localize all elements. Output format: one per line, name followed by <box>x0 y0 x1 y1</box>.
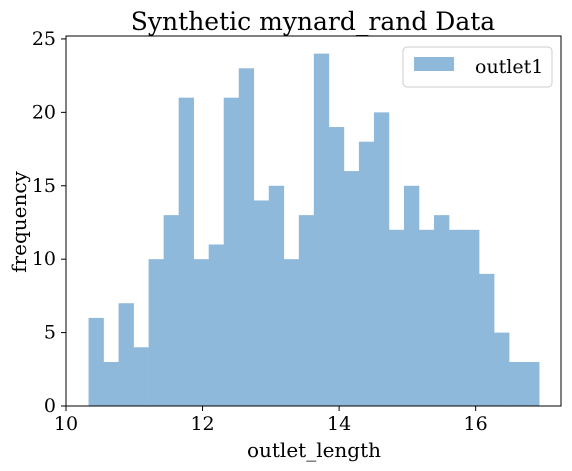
histogram-bar <box>133 347 149 406</box>
histogram-bar <box>178 97 194 407</box>
histogram-bar <box>343 171 360 406</box>
histogram-bar <box>388 229 405 406</box>
legend-label-outlet1: outlet1 <box>475 56 543 78</box>
histogram-bar <box>313 53 330 407</box>
plot-frame <box>65 35 562 407</box>
y-tick-label: 15 <box>32 175 56 197</box>
histogram-bar <box>524 361 540 406</box>
histogram-bar <box>373 112 390 406</box>
histogram-bar <box>103 361 119 406</box>
histogram-bar <box>479 273 495 406</box>
histogram-bar <box>328 127 345 406</box>
histogram-bar <box>148 259 164 406</box>
histogram-bar <box>464 229 480 406</box>
y-axis-label: frequency <box>7 170 31 272</box>
y-tick-label: 20 <box>32 101 56 123</box>
histogram-bar <box>358 141 375 406</box>
x-axis-label: outlet_length <box>247 438 381 462</box>
x-axis-ticks: 10 12 14 16 <box>54 406 488 435</box>
histogram-bar <box>223 97 240 407</box>
y-tick-label: 10 <box>32 248 56 270</box>
histogram-bar <box>449 229 465 406</box>
y-tick-label: 0 <box>44 395 56 417</box>
histogram-bar <box>118 303 134 406</box>
x-tick-label: 16 <box>464 413 488 435</box>
histogram-bar <box>418 229 435 406</box>
histogram-bar <box>298 215 315 406</box>
y-tick-label: 25 <box>32 28 56 50</box>
histogram-bar <box>283 259 300 406</box>
histogram-bar <box>403 185 420 406</box>
axes-frame <box>65 35 562 407</box>
x-tick-label: 10 <box>54 413 78 435</box>
y-axis-ticks: 0 5 10 15 20 25 <box>32 28 66 417</box>
y-tick-label: 5 <box>44 322 56 344</box>
chart-title: Synthetic mynard_rand Data <box>131 7 495 36</box>
legend-swatch-outlet1 <box>414 57 454 71</box>
histogram-bar <box>268 185 285 406</box>
histogram-bar <box>494 332 510 406</box>
legend: outlet1 <box>402 46 553 88</box>
histogram-bar <box>434 215 450 406</box>
histogram-bar <box>88 317 104 406</box>
x-tick-label: 12 <box>190 413 214 435</box>
histogram-bar <box>509 361 525 406</box>
histogram-bar <box>163 215 179 406</box>
histogram-bar <box>238 68 255 407</box>
histogram-bars <box>88 53 540 407</box>
histogram-bar <box>208 244 225 406</box>
x-tick-label: 14 <box>327 413 351 435</box>
histogram-bar <box>253 200 270 406</box>
histogram-bar <box>193 259 209 406</box>
